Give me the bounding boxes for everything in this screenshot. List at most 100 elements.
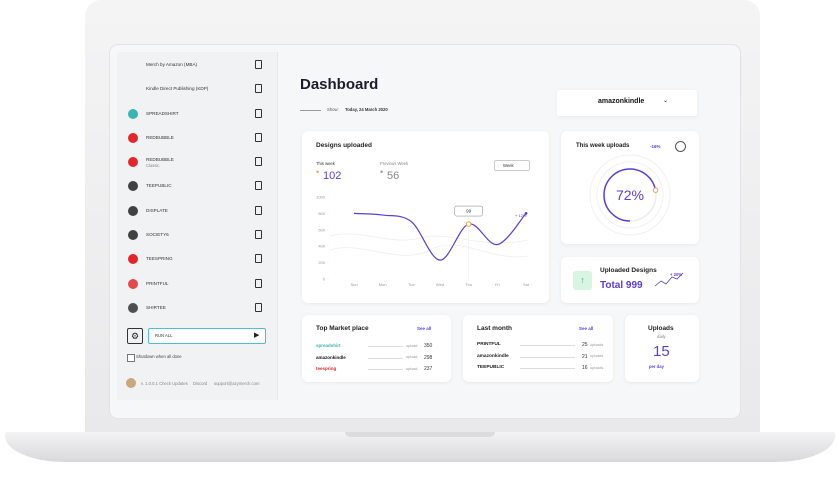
account-name: amazonkindle xyxy=(598,98,645,105)
collapse-button[interactable] xyxy=(675,141,686,152)
platform-name[interactable]: TEEPUBLIC xyxy=(146,183,172,188)
platform-name[interactable]: Kindle Direct Publishing (KDP) xyxy=(146,86,209,91)
uploaded-change: + 20% xyxy=(670,272,682,277)
top-market-card xyxy=(302,315,451,382)
card-title: This week uploads xyxy=(576,143,630,149)
upload-icon xyxy=(255,279,262,288)
platform-icon xyxy=(128,181,138,191)
row-line xyxy=(368,369,403,370)
change: -16% xyxy=(650,144,661,149)
upload-icon xyxy=(255,206,262,215)
row-value: 21 xyxy=(582,353,588,360)
card-title: Top Market place xyxy=(316,325,369,332)
platform-icon xyxy=(128,303,138,313)
avatar xyxy=(126,378,136,388)
row-line xyxy=(520,356,575,358)
platform-name[interactable]: REDBUBBLE xyxy=(146,157,174,162)
row-line xyxy=(368,346,403,347)
platform-name[interactable]: PRINTFUL xyxy=(146,281,169,286)
last-month-card xyxy=(463,315,613,382)
market-name: TEEPUBLIC xyxy=(477,365,505,370)
uploads-unit: per day xyxy=(649,364,664,369)
platform-icon xyxy=(128,230,138,240)
show-date: Today, 24 March 2020 xyxy=(345,107,388,112)
version[interactable]: v. 1.0.0.1 Check Updates xyxy=(141,381,188,386)
market-name: amazonkindle xyxy=(316,354,346,360)
account-select[interactable] xyxy=(557,90,697,116)
platform-icon xyxy=(128,133,138,143)
show-label: Show: xyxy=(327,107,339,112)
row-value: 25 xyxy=(582,342,588,348)
laptop-notch xyxy=(345,432,495,437)
upload-icon xyxy=(255,181,262,190)
market-name: PRINTFUL xyxy=(477,342,501,347)
platform-name[interactable]: SHIRTEE xyxy=(146,305,166,310)
market-name: teespring xyxy=(316,366,337,371)
row-unit: upload xyxy=(406,355,418,359)
card-title: Last month xyxy=(477,325,513,332)
upload-icon xyxy=(255,109,262,118)
platform-name[interactable]: SPREADSHIRT xyxy=(146,111,179,116)
row-line xyxy=(368,357,403,359)
market-name: amazonkindle xyxy=(477,353,509,359)
platform-icon xyxy=(128,109,138,119)
previous-label: Previous Week xyxy=(380,161,409,166)
support-link[interactable]: support@azymerch.com xyxy=(214,381,260,386)
uploads-value: 15 xyxy=(653,343,670,360)
settings-button[interactable]: ⚙ xyxy=(127,328,143,344)
upload-icon xyxy=(255,60,262,69)
row-unit: uploads xyxy=(590,354,604,358)
row-value: 350 xyxy=(424,343,433,349)
row-value: 237 xyxy=(424,366,433,372)
platform-icon xyxy=(128,206,138,216)
platform-icon xyxy=(128,60,138,70)
platform-name[interactable]: DISPLATE xyxy=(146,208,168,213)
range-select[interactable] xyxy=(494,160,530,171)
discord-link[interactable]: Discord xyxy=(193,381,208,386)
designs-card xyxy=(302,131,549,303)
upload-icon xyxy=(255,303,262,312)
platform-name[interactable]: TEESPRING xyxy=(146,256,173,261)
uploads-card xyxy=(625,315,699,382)
range-label: Week xyxy=(503,163,514,168)
see-all[interactable]: See all xyxy=(417,326,432,331)
this-week-label: This week xyxy=(316,161,335,166)
row-line xyxy=(520,368,575,369)
upload-icon xyxy=(255,84,262,93)
see-all[interactable]: See all xyxy=(579,326,594,331)
chevron: ⌄ xyxy=(663,98,669,104)
divider xyxy=(300,110,321,111)
run-all-button[interactable] xyxy=(148,328,266,344)
up-icon: ↑ xyxy=(573,271,592,290)
uploads-title: Uploads xyxy=(648,325,674,332)
row-unit: uploads xyxy=(590,342,604,347)
upload-icon xyxy=(255,133,262,142)
row-unit: uploads xyxy=(590,365,604,370)
row-value: 298 xyxy=(424,354,433,361)
this-week-value: 102 xyxy=(323,170,342,182)
card-title: Designs uploaded xyxy=(316,142,372,149)
platform-sub: Classic xyxy=(146,163,160,168)
row-line xyxy=(520,345,575,346)
shutdown-label: Shutdown when all done xyxy=(136,354,182,359)
platform-icon xyxy=(128,157,138,167)
platform-name[interactable]: REDBUBBLE xyxy=(146,135,174,140)
market-name: spreadshirt xyxy=(316,343,341,348)
laptop-base xyxy=(5,432,835,462)
platform-name[interactable]: SOCIETY6 xyxy=(146,232,169,237)
uploaded-title: Uploaded Designs xyxy=(600,267,657,274)
page-title: Dashboard xyxy=(300,76,379,93)
upload-icon xyxy=(255,230,262,239)
uploaded-total: Total 999 xyxy=(600,280,643,291)
platform-icon xyxy=(128,84,138,94)
platform-icon xyxy=(128,279,138,289)
row-unit: upload xyxy=(406,343,418,348)
uploads-period: daily xyxy=(657,334,666,339)
platform-name[interactable]: Merch by Amazon (MBA) xyxy=(146,62,198,67)
previous-value: 56 xyxy=(387,170,400,182)
row-unit: upload xyxy=(406,366,418,371)
checkbox[interactable] xyxy=(127,354,135,362)
upload-icon xyxy=(255,157,262,166)
play-icon: ▶ xyxy=(254,332,260,339)
